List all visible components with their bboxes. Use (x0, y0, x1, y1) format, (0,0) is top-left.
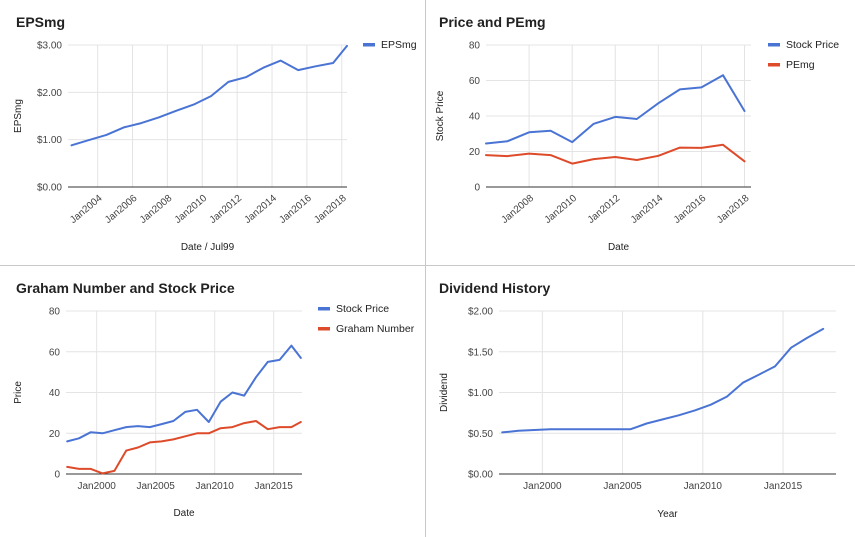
x-tick-label: Jan2010 (173, 193, 210, 226)
y-tick-label: $0.50 (468, 429, 493, 440)
series-line-pemg (485, 143, 746, 165)
chart-panel-price-pemg: Price and PEmg 0 20 40 60 80 Jan2008 Jan2010 Jan… (426, 0, 855, 266)
x-tick-label: Jan2015 (254, 481, 293, 492)
x-tick-label: Jan2012 (586, 193, 623, 226)
y-tick-label: $1.50 (468, 347, 493, 358)
y-tick-label: $1.00 (37, 135, 62, 146)
x-tick-label: Jan2010 (684, 481, 723, 492)
y-tick-label: 60 (469, 76, 481, 87)
y-tick-label: 80 (469, 41, 481, 52)
y-tick-label: $3.00 (37, 41, 62, 52)
chart-title: EPSmg (16, 14, 65, 30)
y-tick-label: 20 (469, 147, 481, 158)
x-tick-label: Jan2014 (629, 193, 666, 226)
x-axis-label: Date (608, 242, 630, 253)
y-tick-label: $1.00 (468, 388, 493, 399)
x-tick-label: Jan2016 (672, 193, 709, 226)
y-axis-label: Stock Price (435, 90, 446, 141)
y-axis-label: Dividend (439, 373, 450, 412)
legend-swatch (318, 327, 330, 331)
legend-label: PEmg (786, 59, 815, 71)
x-tick-label: Jan2010 (543, 193, 580, 226)
series-line-stock-price (66, 344, 302, 443)
y-tick-label: $2.00 (468, 307, 493, 318)
x-axis-label: Date (173, 508, 195, 519)
y-tick-label: 40 (49, 388, 61, 399)
x-axis-label: Year (657, 509, 678, 520)
y-tick-label: 40 (469, 112, 481, 123)
epsmg-chart: EPSmg$0.00$1.00$2.00$3.00Jan2004Jan2006J… (13, 14, 417, 253)
x-tick-label: Jan2008 (500, 193, 537, 226)
chart-panel-dividend: Dividend History $0.00 $0.50 $1.00 $1.50 $2.0… (426, 266, 855, 537)
series-line-stock-price (485, 74, 746, 145)
legend-swatch (768, 43, 780, 47)
y-tick-label: 0 (474, 183, 480, 194)
legend-label: EPSmg (381, 39, 417, 51)
y-tick-label: 20 (49, 429, 61, 440)
y-tick-label: 80 (49, 307, 61, 318)
chart-title: Dividend History (439, 280, 550, 296)
x-tick-label: Jan2016 (277, 193, 314, 226)
x-tick-label: Jan2010 (195, 481, 234, 492)
y-tick-label: $2.00 (37, 88, 62, 99)
graham-number-chart: Graham Number and Stock Price 0 20 40 60 80 Ja… (13, 280, 415, 519)
chart-panel-graham: Graham Number and Stock Price 0 20 40 60 80 Ja… (0, 266, 426, 537)
series-line-0 (501, 327, 825, 434)
x-tick-label: Jan2005 (603, 481, 642, 492)
y-tick-label: 0 (54, 470, 60, 481)
legend-swatch (318, 307, 330, 311)
y-tick-label: 60 (49, 347, 61, 358)
y-axis-label: EPSmg (13, 99, 24, 133)
x-tick-label: Jan2015 (764, 481, 803, 492)
x-tick-label: Jan2006 (103, 193, 140, 226)
legend-swatch (363, 43, 375, 47)
x-tick-label: Jan2005 (136, 481, 175, 492)
dividend-history-chart: Dividend History $0.00 $0.50 $1.00 $1.50 $2.0… (439, 280, 836, 520)
series-line-graham-number (66, 420, 302, 475)
x-tick-label: Jan2008 (138, 193, 175, 226)
chart-panel-epsmg: EPSmg $0.00 $1.00 $2.00 $3.00 Jan2004 Jan2006 J… (0, 0, 426, 266)
y-tick-label: $0.00 (37, 183, 62, 194)
x-tick-label: Jan2012 (208, 193, 245, 226)
legend-label: Stock Price (336, 303, 389, 315)
chart-title: Graham Number and Stock Price (16, 280, 235, 296)
legend-label: Stock Price (786, 39, 839, 51)
x-tick-label: Jan2004 (68, 193, 105, 226)
x-tick-label: Jan2018 (715, 193, 752, 226)
x-tick-label: Jan2014 (242, 193, 279, 226)
legend-label: Graham Number (336, 323, 415, 335)
series-line-epsmg (70, 44, 348, 147)
x-tick-label: Jan2000 (523, 481, 562, 492)
y-axis-label: Price (13, 381, 24, 404)
legend-swatch (768, 63, 780, 67)
x-tick-label: Jan2018 (312, 193, 349, 226)
x-axis-label: Date / Jul99 (181, 242, 235, 253)
y-tick-label: $0.00 (468, 470, 493, 481)
x-tick-label: Jan2000 (77, 481, 116, 492)
chart-title: Price and PEmg (439, 14, 546, 30)
